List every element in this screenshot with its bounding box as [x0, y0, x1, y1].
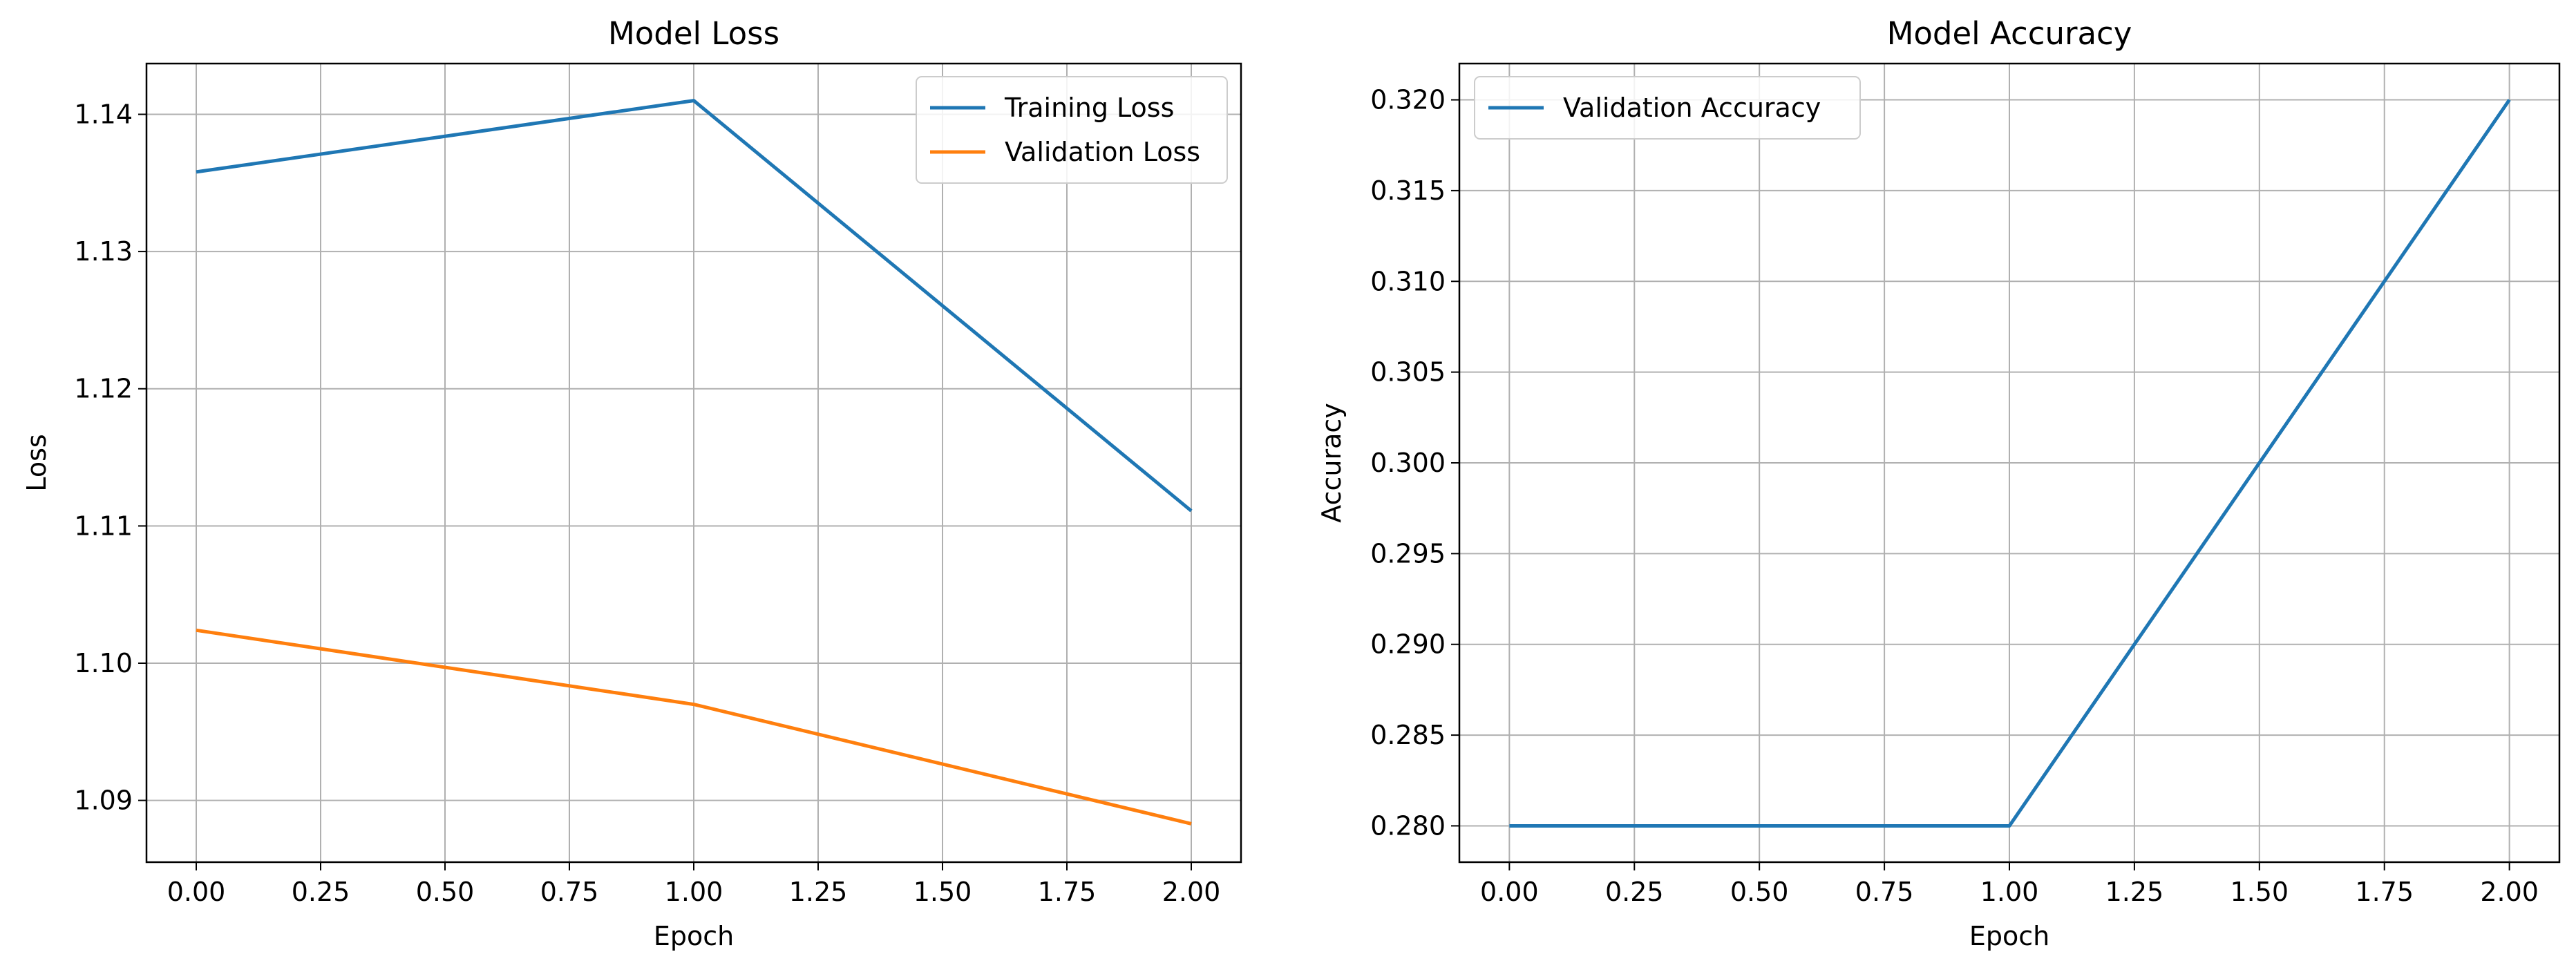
legend-box	[1474, 76, 1861, 140]
y-tick-label: 0.295	[1370, 538, 1446, 569]
x-tick-label: 0.25	[1605, 877, 1664, 907]
x-tick-label: 0.00	[167, 877, 226, 907]
y-tick-label: 1.11	[74, 511, 133, 541]
x-tick-label: 0.25	[292, 877, 350, 907]
y-tick-label: 1.10	[74, 648, 133, 678]
legend-label: Validation Accuracy	[1563, 93, 1821, 123]
x-tick-label: 1.25	[2105, 877, 2164, 907]
y-axis-label: Accuracy	[1316, 403, 1347, 523]
x-tick-label: 0.75	[1855, 877, 1914, 907]
plot-frame	[1458, 62, 2561, 864]
chart-title: Model Accuracy	[1887, 15, 2132, 52]
legend: Validation Accuracy	[1474, 76, 1861, 140]
y-tick-label: 1.14	[74, 99, 133, 129]
x-tick-label: 1.75	[1038, 877, 1097, 907]
legend: Training Loss Validation Loss	[916, 76, 1228, 184]
x-tick-label: 1.50	[2231, 877, 2289, 907]
y-tick-label: 1.13	[74, 236, 133, 267]
x-tick-label: 0.00	[1480, 877, 1539, 907]
y-tick-label: 0.290	[1370, 629, 1446, 660]
y-tick-label: 0.285	[1370, 720, 1446, 750]
legend-label: Training Loss	[1004, 93, 1174, 123]
x-tick-label: 2.00	[2480, 877, 2539, 907]
series-line-1	[196, 99, 1193, 513]
y-tick-label: 1.09	[74, 785, 133, 816]
chart-title: Model Loss	[608, 15, 779, 52]
series-line-2	[196, 628, 1192, 826]
y-tick-label: 0.300	[1370, 448, 1446, 478]
y-tick-label: 1.12	[74, 374, 133, 404]
legend-box	[916, 76, 1228, 184]
x-axis-label: Epoch	[654, 921, 734, 951]
y-tick-label: 0.305	[1370, 357, 1446, 388]
legend-label: Validation Loss	[1005, 137, 1200, 167]
x-tick-label: 0.50	[1730, 877, 1789, 907]
x-tick-label: 1.25	[789, 877, 848, 907]
x-tick-label: 1.75	[2355, 877, 2414, 907]
x-tick-label: 0.75	[540, 877, 599, 907]
x-tick-label: 1.00	[665, 877, 723, 907]
x-tick-label: 1.50	[913, 877, 972, 907]
y-axis-label: Loss	[21, 434, 52, 491]
y-tick-label: 0.315	[1370, 175, 1446, 206]
y-tick-label: 0.310	[1370, 266, 1446, 296]
y-tick-label: 0.280	[1370, 810, 1446, 841]
x-tick-label: 0.50	[416, 877, 475, 907]
plot-frame	[145, 62, 1242, 864]
y-tick-label: 0.320	[1370, 85, 1446, 115]
x-axis-label: Epoch	[1969, 921, 2049, 951]
x-tick-label: 2.00	[1162, 877, 1221, 907]
chart-panel-2: 0.00 0.25 0.50 0.75 1.00 1.25 1.50 1.75 2.00 0.28…	[1316, 15, 2561, 951]
chart-panel-1: 0.00 0.25 0.50 0.75 1.00 1.25 1.50 1.75 2.00 1.09…	[21, 15, 1242, 951]
series-line-1	[1509, 99, 2511, 828]
x-tick-label: 1.00	[1980, 877, 2039, 907]
